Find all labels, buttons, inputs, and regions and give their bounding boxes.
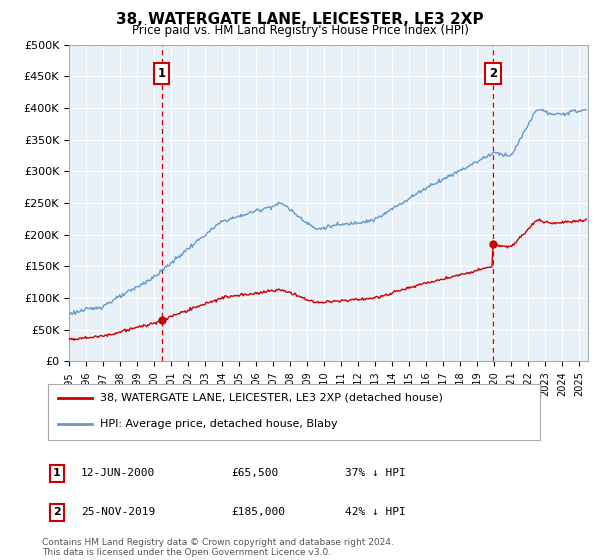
Text: 38, WATERGATE LANE, LEICESTER, LE3 2XP: 38, WATERGATE LANE, LEICESTER, LE3 2XP bbox=[116, 12, 484, 27]
Text: HPI: Average price, detached house, Blaby: HPI: Average price, detached house, Blab… bbox=[100, 419, 337, 429]
Text: 38, WATERGATE LANE, LEICESTER, LE3 2XP (detached house): 38, WATERGATE LANE, LEICESTER, LE3 2XP (… bbox=[100, 393, 443, 403]
Text: 37% ↓ HPI: 37% ↓ HPI bbox=[345, 468, 406, 478]
Text: 42% ↓ HPI: 42% ↓ HPI bbox=[345, 507, 406, 517]
Text: Price paid vs. HM Land Registry's House Price Index (HPI): Price paid vs. HM Land Registry's House … bbox=[131, 24, 469, 36]
Text: 2: 2 bbox=[488, 67, 497, 80]
Text: £65,500: £65,500 bbox=[231, 468, 278, 478]
Text: £185,000: £185,000 bbox=[231, 507, 285, 517]
Text: 2: 2 bbox=[53, 507, 61, 517]
Text: Contains HM Land Registry data © Crown copyright and database right 2024.
This d: Contains HM Land Registry data © Crown c… bbox=[42, 538, 394, 557]
Text: 25-NOV-2019: 25-NOV-2019 bbox=[81, 507, 155, 517]
Text: 1: 1 bbox=[53, 468, 61, 478]
Text: 12-JUN-2000: 12-JUN-2000 bbox=[81, 468, 155, 478]
Text: 1: 1 bbox=[158, 67, 166, 80]
